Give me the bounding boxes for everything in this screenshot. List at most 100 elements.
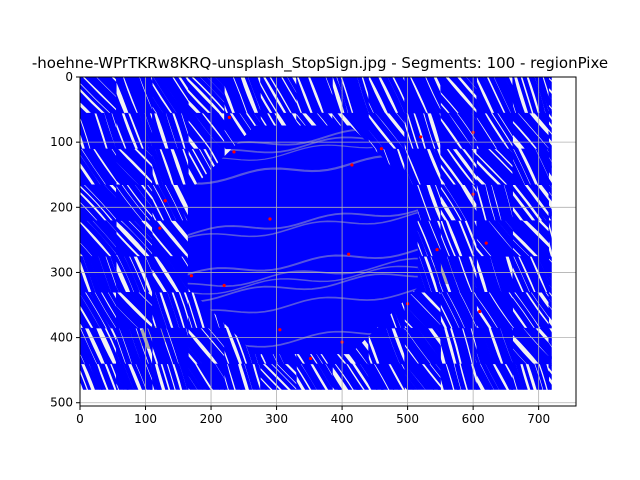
- flow-stroke: [188, 291, 203, 329]
- flow-stroke: [426, 256, 441, 293]
- flow-stroke: [386, 148, 405, 185]
- flow-stroke: [390, 363, 405, 390]
- flow-stroke: [404, 77, 423, 114]
- flow-stroke: [480, 220, 513, 257]
- flow-stroke: [404, 333, 427, 365]
- flow-stroke: [152, 199, 163, 221]
- flow-tile: [404, 148, 441, 185]
- flow-stroke: [522, 77, 538, 114]
- flow-stroke: [80, 148, 106, 185]
- flow-stroke: [404, 112, 418, 150]
- inner-stroke: [187, 208, 418, 239]
- flow-stroke: [500, 327, 513, 364]
- flow-stroke: [418, 220, 440, 257]
- flow-stroke: [368, 119, 392, 150]
- flow-stroke: [476, 265, 485, 293]
- flow-stroke: [91, 363, 107, 390]
- flow-stroke: [296, 84, 308, 114]
- flow-stroke: [308, 112, 333, 144]
- flow-stroke: [188, 95, 206, 114]
- flow-stroke: [317, 363, 333, 390]
- flow-stroke: [404, 123, 413, 150]
- flow-stroke: [512, 210, 521, 221]
- flow-stroke: [476, 77, 501, 114]
- flow-stroke: [476, 148, 513, 185]
- x-tick-label: 200: [200, 412, 223, 426]
- flow-stroke: [105, 148, 117, 165]
- flow-stroke: [136, 327, 153, 365]
- flow-stroke: [287, 363, 297, 374]
- flow-stroke: [296, 367, 310, 390]
- flow-stroke: [354, 363, 369, 385]
- flow-stroke: [188, 104, 197, 114]
- flow-stroke: [341, 112, 369, 148]
- flow-stroke: [541, 291, 549, 303]
- flow-stroke: [116, 238, 134, 257]
- flow-stroke: [116, 92, 125, 114]
- flow-stroke: [123, 363, 139, 390]
- flow-stroke: [501, 291, 513, 310]
- flow-tile: [476, 291, 513, 329]
- flow-stroke: [384, 363, 403, 390]
- flow-stroke: [440, 93, 458, 114]
- flow-stroke: [160, 77, 189, 114]
- flow-tile: [116, 148, 153, 185]
- flow-stroke: [342, 77, 358, 114]
- flow-stroke: [358, 112, 369, 126]
- flow-stroke: [512, 112, 549, 150]
- flow-stroke: [208, 327, 225, 348]
- flow-tile: [512, 77, 549, 114]
- flow-stroke: [512, 122, 536, 150]
- flow-stroke: [224, 363, 235, 390]
- boundary-point: [309, 356, 313, 361]
- flow-stroke: [460, 363, 474, 390]
- flow-stroke: [548, 226, 552, 252]
- flow-stroke: [460, 220, 477, 257]
- flow-stroke: [417, 327, 441, 360]
- flow-stroke: [188, 347, 203, 365]
- flow-stroke: [160, 327, 179, 365]
- flow-stroke: [447, 220, 470, 257]
- flow-stroke: [528, 363, 543, 390]
- flow-stroke: [106, 256, 117, 287]
- flow-stroke: [156, 112, 175, 150]
- flow-stroke: [260, 363, 289, 390]
- flow-stroke: [504, 77, 513, 95]
- flow-tile: [80, 327, 117, 365]
- flow-stroke: [404, 345, 419, 365]
- flow-stroke: [336, 77, 352, 114]
- flow-stroke: [165, 256, 189, 292]
- flow-stroke: [440, 184, 467, 221]
- flow-stroke: [512, 220, 549, 257]
- flow-stroke: [512, 256, 530, 293]
- flow-stroke: [104, 184, 117, 198]
- inner-stroke: [187, 286, 418, 318]
- flow-stroke: [139, 363, 153, 390]
- flow-stroke: [519, 256, 543, 293]
- flow-stroke: [418, 184, 437, 221]
- flow-stroke: [88, 112, 106, 150]
- flow-stroke: [152, 220, 187, 257]
- flow-stroke: [80, 294, 101, 329]
- flow-stroke: [116, 125, 126, 150]
- flow-stroke: [352, 112, 369, 133]
- flow-tile: [116, 327, 153, 365]
- flow-stroke: [380, 77, 405, 114]
- flow-stroke: [188, 327, 225, 365]
- flow-stroke: [413, 220, 432, 257]
- flow-tile: [476, 112, 513, 150]
- flow-stroke: [357, 77, 369, 114]
- flow-stroke: [232, 363, 246, 390]
- flow-stroke: [152, 327, 168, 365]
- flow-stroke: [440, 104, 449, 114]
- flow-stroke: [101, 291, 117, 318]
- boundary-point: [484, 241, 488, 245]
- flow-stroke: [404, 328, 431, 365]
- flow-tile: [440, 363, 477, 390]
- x-tick-label: 700: [527, 412, 550, 426]
- flow-stroke: [116, 233, 139, 257]
- flow-stroke: [152, 260, 173, 293]
- flow-stroke: [415, 148, 438, 185]
- flow-stroke: [224, 332, 237, 365]
- flow-stroke: [165, 184, 188, 221]
